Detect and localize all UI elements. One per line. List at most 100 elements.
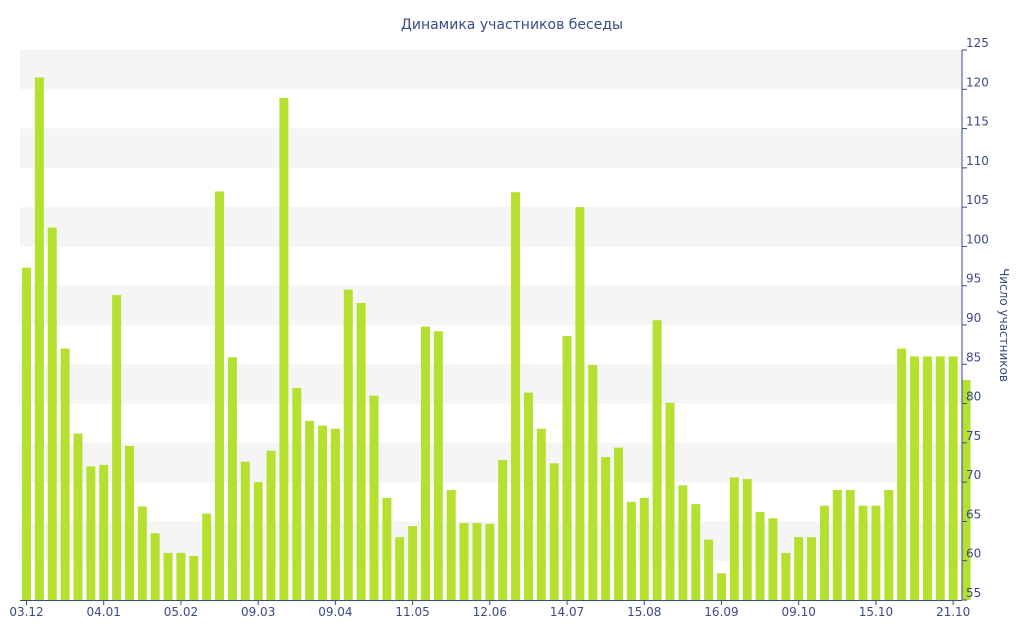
bar[interactable] xyxy=(742,479,752,600)
bar[interactable] xyxy=(433,331,443,600)
bar[interactable] xyxy=(472,523,482,600)
bar[interactable] xyxy=(99,464,109,600)
bar[interactable] xyxy=(176,552,186,600)
bar[interactable] xyxy=(588,365,598,600)
bar[interactable] xyxy=(382,497,392,600)
x-tick-label: 09.04 xyxy=(318,605,352,619)
x-tick-label: 03.12 xyxy=(9,605,43,619)
y-tick-label: 105 xyxy=(966,193,989,207)
bar[interactable] xyxy=(163,552,173,600)
bar[interactable] xyxy=(305,420,315,600)
x-tick-label: 16.09 xyxy=(704,605,738,619)
grid-bands xyxy=(20,50,962,561)
x-axis-ticks: 03.12 04.01 05.02 09.03 09.04 11.05 12.06 14.07… xyxy=(9,600,970,619)
bar[interactable] xyxy=(523,392,533,600)
bar[interactable] xyxy=(408,526,418,600)
bar[interactable] xyxy=(832,490,842,600)
bar[interactable] xyxy=(73,433,83,600)
bar[interactable] xyxy=(935,356,945,600)
y-tick-label: 95 xyxy=(966,272,981,286)
bar[interactable] xyxy=(549,463,559,600)
bar[interactable] xyxy=(614,447,624,600)
bar[interactable] xyxy=(112,295,122,600)
bar[interactable] xyxy=(60,348,70,600)
bar[interactable] xyxy=(922,356,932,600)
y-tick-label: 75 xyxy=(966,429,981,443)
x-tick-label: 04.01 xyxy=(87,605,121,619)
bar[interactable] xyxy=(34,77,44,601)
bar[interactable] xyxy=(768,518,778,600)
bar[interactable] xyxy=(369,395,379,600)
bar[interactable] xyxy=(227,357,237,600)
bar[interactable] xyxy=(292,387,302,600)
bar[interactable] xyxy=(253,482,263,600)
bar[interactable] xyxy=(446,490,456,600)
bar[interactable] xyxy=(356,303,366,600)
bar[interactable] xyxy=(47,227,57,600)
bar[interactable] xyxy=(420,326,430,600)
bar[interactable] xyxy=(459,523,469,600)
bar[interactable] xyxy=(871,505,881,600)
bar[interactable] xyxy=(562,336,572,600)
bar[interactable] xyxy=(716,573,726,600)
bar[interactable] xyxy=(240,461,250,600)
y-tick-label: 85 xyxy=(966,350,981,364)
y-tick-label: 90 xyxy=(966,311,981,325)
bar[interactable] xyxy=(318,425,328,600)
x-tick-label: 09.10 xyxy=(782,605,816,619)
bar[interactable] xyxy=(330,428,340,600)
bar[interactable] xyxy=(626,501,636,600)
bar[interactable] xyxy=(511,192,521,600)
bar[interactable] xyxy=(781,552,791,600)
bar[interactable] xyxy=(202,513,212,600)
bar[interactable] xyxy=(639,497,649,600)
bar[interactable] xyxy=(86,466,96,600)
bar[interactable] xyxy=(575,207,585,600)
bar[interactable] xyxy=(910,356,920,600)
bar[interactable] xyxy=(266,450,276,600)
bar[interactable] xyxy=(819,505,829,600)
grid-band xyxy=(20,364,962,404)
bar[interactable] xyxy=(215,191,225,600)
bar[interactable] xyxy=(897,348,907,600)
bar[interactable] xyxy=(279,97,289,601)
bar[interactable] xyxy=(150,533,160,600)
y-tick-label: 110 xyxy=(966,154,989,168)
y-tick-label: 60 xyxy=(966,547,981,561)
bar[interactable] xyxy=(807,537,817,600)
bar[interactable] xyxy=(704,539,714,601)
bar[interactable] xyxy=(124,446,134,600)
bar[interactable] xyxy=(845,490,855,600)
y-tick-label: 65 xyxy=(966,507,981,521)
y-tick-label: 100 xyxy=(966,232,989,246)
bar[interactable] xyxy=(678,485,688,600)
x-tick-label: 09.03 xyxy=(241,605,275,619)
y-tick-label: 120 xyxy=(966,75,989,89)
grid-band xyxy=(20,207,962,247)
bar[interactable] xyxy=(536,428,546,600)
bar[interactable] xyxy=(729,477,739,600)
bar[interactable] xyxy=(137,506,147,601)
x-tick-label: 21.10 xyxy=(936,605,970,619)
bar[interactable] xyxy=(961,380,971,600)
y-tick-label: 125 xyxy=(966,36,989,50)
bar[interactable] xyxy=(189,556,199,600)
bar[interactable] xyxy=(665,402,675,600)
y-tick-label: 80 xyxy=(966,390,981,404)
bar[interactable] xyxy=(601,457,611,600)
bar[interactable] xyxy=(858,505,868,600)
bar[interactable] xyxy=(343,289,353,600)
bar[interactable] xyxy=(485,523,495,600)
y-tick-label: 115 xyxy=(966,115,989,129)
bar[interactable] xyxy=(755,512,765,600)
bar[interactable] xyxy=(794,537,804,600)
bar[interactable] xyxy=(948,356,958,600)
bar[interactable] xyxy=(22,267,31,600)
bar[interactable] xyxy=(884,490,894,600)
bar[interactable] xyxy=(395,537,405,600)
grid-band xyxy=(20,128,962,168)
bar[interactable] xyxy=(652,320,662,600)
bar[interactable] xyxy=(498,460,508,600)
bar[interactable] xyxy=(691,504,701,600)
